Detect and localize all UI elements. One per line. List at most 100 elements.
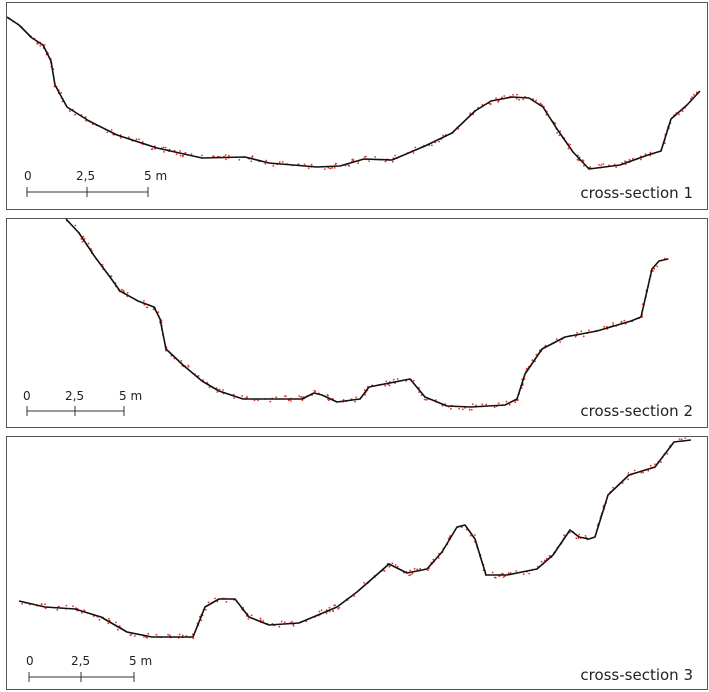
- point-cloud-dot: [409, 569, 411, 572]
- point-cloud-dot: [58, 605, 60, 608]
- point-cloud-dot: [333, 167, 336, 169]
- point-cloud-dot: [291, 620, 293, 623]
- point-cloud-dot: [357, 162, 359, 165]
- point-cloud-dot: [603, 325, 605, 328]
- point-cloud-dot: [83, 609, 86, 612]
- scale-bar: 0 2,5 5 m: [23, 389, 142, 416]
- point-cloud-dot: [501, 96, 503, 99]
- point-cloud-dot: [416, 568, 418, 571]
- point-cloud-dot: [600, 164, 603, 166]
- point-cloud-dot: [147, 632, 150, 635]
- profile-line: [18, 439, 692, 638]
- point-cloud-dot: [408, 574, 410, 577]
- point-cloud-dot: [216, 391, 219, 393]
- point-cloud-dot: [409, 573, 412, 576]
- point-cloud-dot: [543, 559, 546, 562]
- point-cloud-dot: [334, 604, 336, 607]
- point-cloud-dot: [269, 400, 272, 403]
- point-cloud-dot: [155, 633, 158, 636]
- point-cloud-dot: [502, 576, 505, 578]
- point-cloud-dot: [259, 617, 262, 620]
- scale-tick-5m: 5 m: [129, 654, 152, 668]
- point-cloud-dot: [612, 322, 614, 324]
- point-cloud-dot: [583, 165, 585, 167]
- point-cloud-dot: [582, 159, 584, 162]
- point-cloud-dot: [68, 110, 71, 113]
- point-cloud-dot: [509, 572, 512, 574]
- point-cloud-dot: [582, 335, 585, 338]
- cross-section-3-plot: 0 2,5 5 m cross-section 3: [18, 437, 693, 684]
- point-cloud-dot: [225, 158, 227, 161]
- point-cloud-dot: [535, 353, 538, 356]
- panel-title: cross-section 2: [580, 402, 693, 420]
- scale-tick-2-5: 2,5: [76, 169, 95, 183]
- point-cloud-dot: [368, 160, 370, 163]
- point-cloud-dot: [394, 154, 396, 157]
- point-cloud-dot: [475, 404, 477, 407]
- point-cloud-dot: [432, 558, 435, 561]
- scale-tick-2-5: 2,5: [71, 654, 90, 668]
- point-cloud-dot: [44, 603, 46, 606]
- point-cloud-dot: [412, 152, 415, 154]
- point-cloud-dot: [471, 403, 474, 406]
- point-cloud-dot: [442, 134, 444, 137]
- point-cloud-dot: [225, 601, 228, 603]
- point-cloud-dot: [644, 153, 647, 156]
- point-cloud-dot: [469, 534, 472, 537]
- point-cloud-dot: [394, 564, 397, 566]
- point-cloud-dot: [518, 98, 520, 101]
- point-cloud-dot: [39, 44, 42, 47]
- point-cloud-dot: [143, 299, 145, 302]
- point-cloud-dot: [507, 572, 510, 574]
- point-cloud: [7, 17, 699, 171]
- point-cloud-dot: [441, 404, 444, 407]
- point-cloud-dot: [43, 44, 46, 46]
- point-cloud-dot: [164, 146, 167, 149]
- point-cloud-dot: [192, 637, 195, 640]
- point-cloud-dot: [649, 151, 652, 154]
- point-cloud-dot: [335, 162, 337, 165]
- point-cloud-dot: [72, 605, 74, 608]
- point-cloud-dot: [56, 609, 59, 611]
- point-cloud-dot: [233, 397, 235, 399]
- point-cloud-dot: [202, 379, 205, 381]
- point-cloud-dot: [388, 384, 391, 387]
- point-cloud-dot: [540, 560, 543, 563]
- point-cloud-dot: [184, 151, 187, 154]
- point-cloud-dot: [187, 364, 190, 367]
- cross-section-1-panel: 0 2,5 5 m cross-section 1: [6, 2, 708, 210]
- point-cloud-dot: [238, 158, 241, 161]
- point-cloud-dot: [627, 478, 629, 481]
- point-cloud-dot: [228, 154, 230, 157]
- point-cloud-dot: [431, 144, 433, 147]
- point-cloud-dot: [214, 597, 216, 600]
- point-cloud-dot: [569, 143, 572, 146]
- point-cloud-dot: [168, 634, 171, 637]
- point-cloud-dot: [514, 401, 516, 404]
- point-cloud-dot: [157, 311, 160, 314]
- point-cloud-dot: [283, 621, 286, 624]
- point-cloud-dot: [418, 391, 420, 393]
- point-cloud-dot: [129, 634, 132, 637]
- scale-tick-0: 0: [24, 169, 32, 183]
- point-cloud-dot: [98, 618, 101, 621]
- point-cloud-dot: [494, 576, 496, 579]
- point-cloud-dot: [647, 469, 650, 472]
- point-cloud-dot: [160, 319, 163, 321]
- point-cloud-dot: [489, 102, 492, 105]
- point-cloud-dot: [328, 606, 331, 609]
- point-cloud-dot: [575, 537, 578, 540]
- point-cloud-dot: [82, 235, 85, 238]
- point-cloud-dot: [598, 164, 600, 166]
- point-cloud-dot: [175, 153, 178, 156]
- point-cloud-dot: [151, 148, 154, 150]
- point-cloud-dot: [554, 122, 557, 124]
- point-cloud-dot: [331, 167, 333, 170]
- point-cloud-dot: [640, 158, 642, 161]
- panel-title: cross-section 3: [580, 666, 693, 684]
- point-cloud-dot: [208, 386, 211, 389]
- point-cloud-dot: [558, 134, 561, 137]
- point-cloud-dot: [81, 240, 84, 243]
- point-cloud-dot: [250, 160, 253, 163]
- scale-bar: 0 2,5 5 m: [26, 654, 152, 682]
